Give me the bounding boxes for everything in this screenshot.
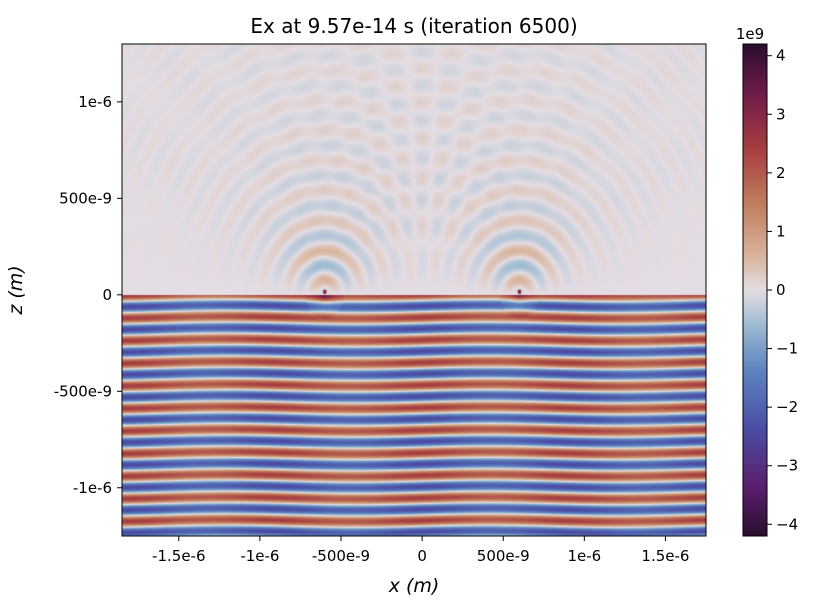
y-tick-label: 1e-6 — [78, 93, 112, 111]
y-tick-label: 0 — [102, 286, 112, 304]
colorbar-tick-label: −3 — [776, 457, 798, 475]
colorbar-axis: 4 3 2 1 0 −1 −2 −3 −4 — [767, 47, 798, 533]
chart-title: Ex at 9.57e-14 s (iteration 6500) — [250, 14, 577, 38]
x-tick-label: -1.5e-6 — [152, 547, 205, 565]
colorbar-tick-label: 1 — [776, 222, 786, 240]
colorbar-tick-label: −2 — [776, 398, 798, 416]
colorbar-tick-label: 4 — [776, 47, 786, 65]
y-tick-label: -500e-9 — [54, 382, 112, 400]
y-axis: 1e-6 500e-9 0 -500e-9 -1e-6 — [54, 93, 122, 497]
colorbar — [742, 43, 768, 537]
x-axis-label: x (m) — [388, 575, 440, 597]
x-tick-label: 1e-6 — [567, 547, 601, 565]
colorbar-offset-label: 1e9 — [736, 25, 764, 43]
x-tick-label: 500e-9 — [477, 547, 530, 565]
x-tick-label: 0 — [417, 547, 427, 565]
colorbar-tick-label: −1 — [776, 340, 798, 358]
y-axis-label: z (m) — [5, 265, 27, 315]
colorbar-tick-label: 0 — [776, 281, 786, 299]
heatmap — [122, 44, 706, 536]
x-tick-label: -500e-9 — [312, 547, 370, 565]
y-tick-label: -1e-6 — [73, 479, 112, 497]
x-tick-label: -1e-6 — [240, 547, 279, 565]
colorbar-tick-label: −4 — [776, 515, 798, 533]
colorbar-tick-label: 3 — [776, 105, 786, 123]
plot-area-frame — [121, 43, 707, 537]
x-tick-label: 1.5e-6 — [641, 547, 689, 565]
y-tick-label: 500e-9 — [59, 189, 112, 207]
colorbar-tick-label: 2 — [776, 164, 786, 182]
x-axis: -1.5e-6 -1e-6 -500e-9 0 500e-9 1e-6 1.5e-6 — [152, 536, 689, 565]
field-image — [122, 44, 706, 536]
